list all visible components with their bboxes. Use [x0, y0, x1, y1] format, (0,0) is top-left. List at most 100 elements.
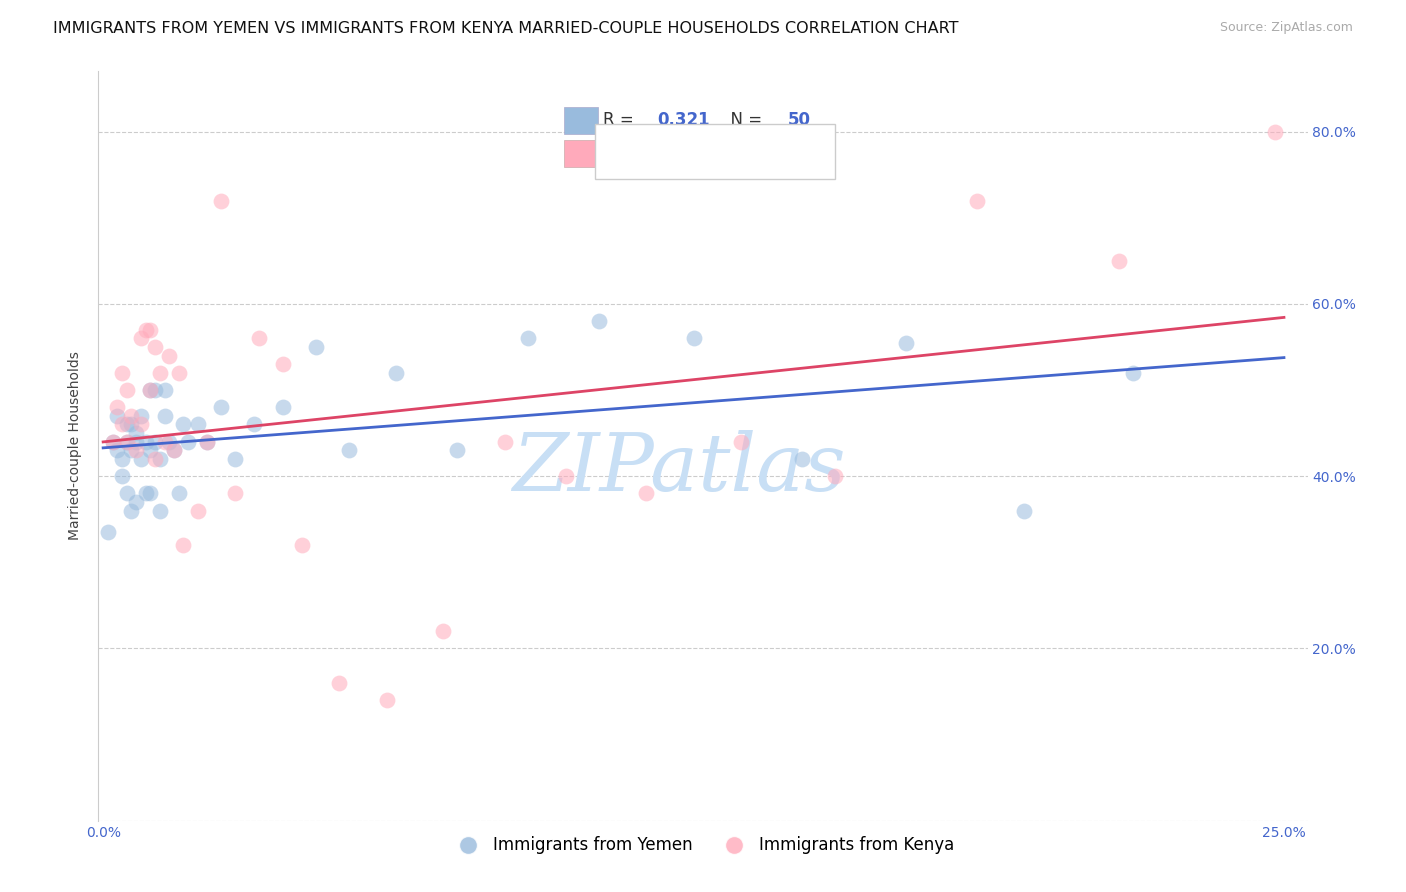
Point [111, 451, 134, 466]
Point [153, 434, 176, 449]
Point [177, 434, 200, 449]
Y-axis label: Married-couple Households: Married-couple Households [69, 351, 83, 541]
Text: N =: N = [720, 145, 768, 162]
Point [139, 443, 162, 458]
Point [224, 451, 246, 466]
Point [824, 469, 846, 483]
Point [157, 349, 180, 363]
Point [101, 434, 124, 449]
Point [894, 335, 917, 350]
Text: Source: ZipAtlas.com: Source: ZipAtlas.com [1219, 21, 1353, 35]
Text: 0.321: 0.321 [657, 112, 710, 129]
Text: 39: 39 [787, 145, 811, 162]
Point [143, 383, 166, 397]
Point [143, 451, 166, 466]
Text: IMMIGRANTS FROM YEMEN VS IMMIGRANTS FROM KENYA MARRIED-COUPLE HOUSEHOLDS CORRELA: IMMIGRANTS FROM YEMEN VS IMMIGRANTS FROM… [53, 21, 959, 37]
Point [187, 417, 209, 432]
Point [271, 357, 294, 371]
Point [139, 383, 162, 397]
Point [125, 495, 148, 509]
Point [149, 366, 172, 380]
Text: 50: 50 [787, 112, 811, 129]
Point [143, 340, 166, 354]
Point [555, 469, 578, 483]
Point [1108, 253, 1130, 268]
Point [157, 434, 180, 449]
Point [271, 401, 294, 415]
Point [792, 451, 814, 466]
Point [432, 624, 454, 639]
Point [385, 366, 408, 380]
Point [153, 409, 176, 423]
Point [375, 693, 398, 707]
Point [115, 417, 138, 432]
Point [125, 434, 148, 449]
Point [115, 486, 138, 500]
Point [125, 443, 148, 458]
Point [517, 331, 540, 345]
Point [682, 331, 704, 345]
Point [636, 486, 658, 500]
Text: R =: R = [603, 112, 638, 129]
FancyBboxPatch shape [564, 140, 598, 168]
Text: ZIPatlas: ZIPatlas [512, 430, 845, 508]
Point [243, 417, 266, 432]
Point [153, 383, 176, 397]
Point [195, 434, 218, 449]
Point [139, 383, 162, 397]
Point [111, 417, 134, 432]
Point [121, 409, 143, 423]
Point [1263, 125, 1285, 139]
Point [129, 417, 152, 432]
Point [105, 401, 128, 415]
Point [139, 323, 162, 337]
Point [588, 314, 610, 328]
Text: 0.498: 0.498 [657, 145, 710, 162]
Point [1122, 366, 1144, 380]
Point [1012, 503, 1035, 517]
Point [224, 486, 246, 500]
Point [167, 366, 190, 380]
Text: R =: R = [603, 145, 638, 162]
Point [121, 503, 143, 517]
Point [143, 434, 166, 449]
Point [149, 451, 172, 466]
Point [111, 366, 134, 380]
Point [129, 409, 152, 423]
Point [163, 443, 186, 458]
Point [121, 443, 143, 458]
Point [730, 434, 752, 449]
Point [446, 443, 468, 458]
Point [167, 486, 190, 500]
FancyBboxPatch shape [564, 106, 598, 134]
Point [135, 486, 157, 500]
Text: N =: N = [720, 112, 768, 129]
Point [494, 434, 516, 449]
Point [135, 434, 157, 449]
Point [163, 443, 186, 458]
Point [187, 503, 209, 517]
Point [209, 194, 232, 208]
Point [115, 383, 138, 397]
Point [129, 451, 152, 466]
Point [115, 434, 138, 449]
Point [105, 443, 128, 458]
Point [101, 434, 124, 449]
Point [209, 401, 232, 415]
Point [111, 469, 134, 483]
Point [172, 417, 194, 432]
Point [97, 525, 120, 540]
Point [966, 194, 988, 208]
Point [115, 434, 138, 449]
Point [129, 331, 152, 345]
Point [125, 426, 148, 441]
Point [328, 676, 350, 690]
Point [149, 503, 172, 517]
Point [139, 486, 162, 500]
Point [290, 538, 312, 552]
Legend: Immigrants from Yemen, Immigrants from Kenya: Immigrants from Yemen, Immigrants from K… [444, 830, 962, 861]
Point [337, 443, 360, 458]
Point [247, 331, 270, 345]
Point [105, 409, 128, 423]
Point [305, 340, 328, 354]
